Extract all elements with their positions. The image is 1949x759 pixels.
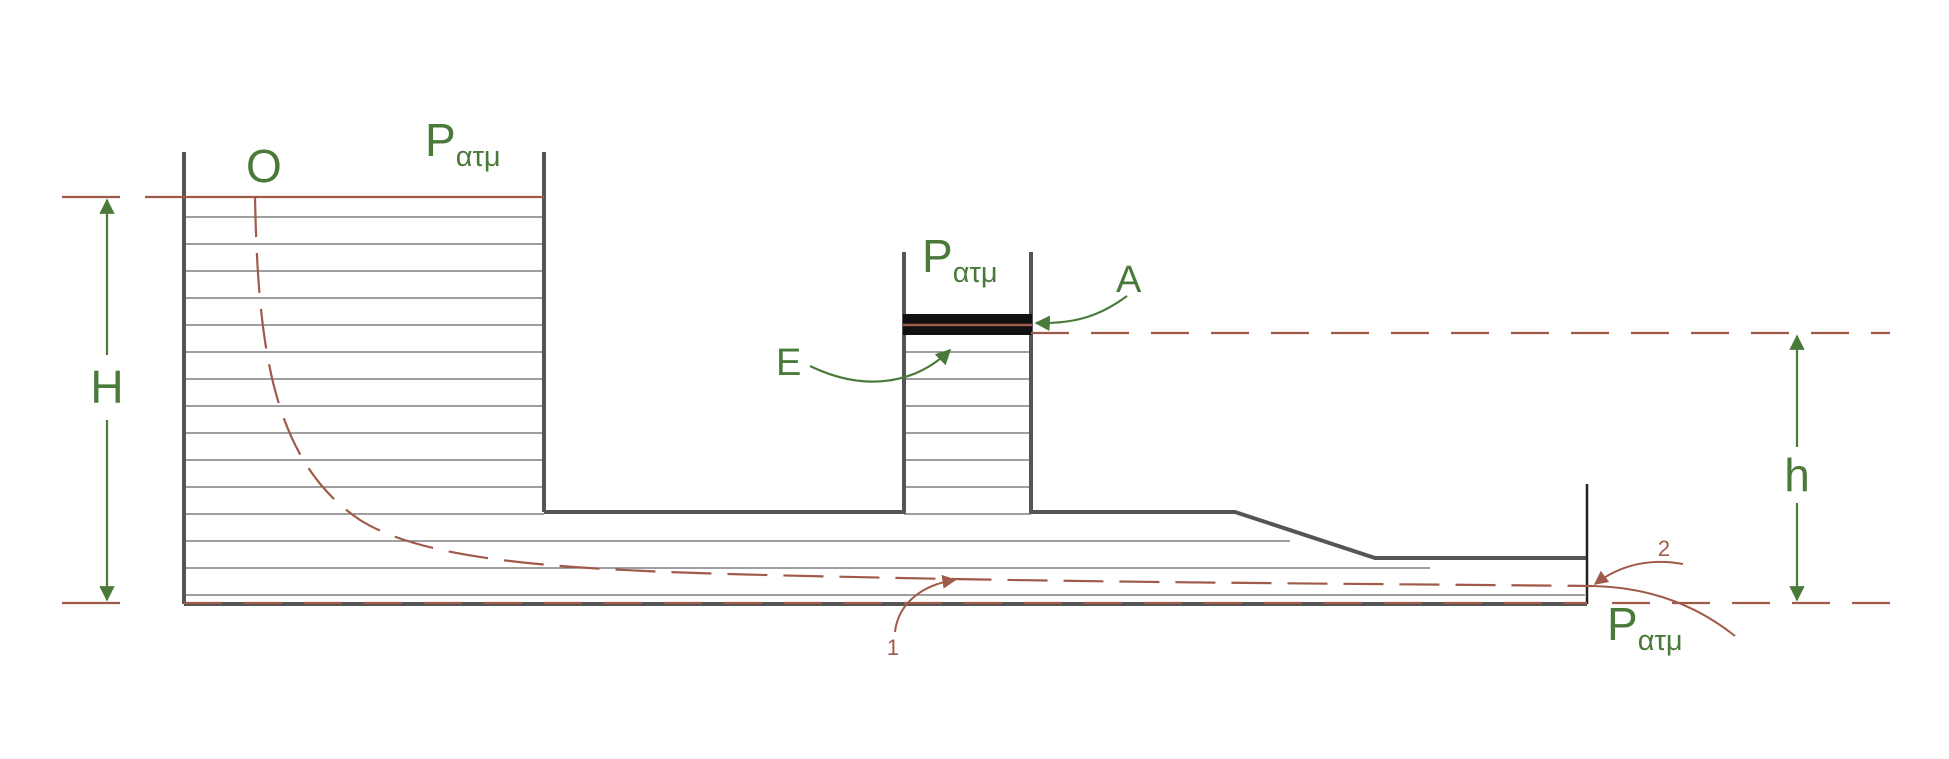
pipe-top-wall-right (1029, 252, 1587, 560)
reference-lines (62, 195, 1890, 605)
point-o-label: O (246, 140, 282, 192)
p-atm-outlet-label: Pατμ (1607, 598, 1683, 657)
height-small-h-label: h (1784, 449, 1810, 501)
pointer-1-arrow (894, 574, 957, 633)
p-atm-subscript: ατμ (1638, 625, 1683, 657)
pointer-e-arrow (809, 348, 952, 383)
point-1-label: 1 (887, 635, 899, 660)
p-atm-symbol: P (922, 230, 953, 282)
p-atm-reservoir-label: Pατμ (425, 114, 501, 173)
pipe-top-wall (544, 252, 906, 514)
container-walls (182, 152, 1587, 606)
p-atm-symbol: P (1607, 598, 1638, 650)
p-atm-subscript: ατμ (456, 141, 501, 173)
streamline-curve (253, 196, 1593, 588)
reservoir-fluid-lines (184, 216, 544, 515)
column-fluid-lines (904, 351, 1031, 515)
pointer-2-arrow (1593, 560, 1684, 585)
exit-jet (1586, 585, 1736, 637)
label-e: E (776, 342, 801, 384)
label-a: A (1116, 259, 1142, 301)
point-2-label: 2 (1658, 536, 1670, 561)
pointer-a-arrow (1034, 295, 1128, 332)
height-h-label: H (90, 361, 123, 413)
p-atm-subscript: ατμ (953, 257, 998, 289)
p-atm-symbol: P (425, 114, 456, 166)
piston (903, 314, 1032, 335)
pipe-fluid-lines (184, 540, 1585, 596)
p-atm-piston-label: Pατμ (922, 230, 998, 289)
